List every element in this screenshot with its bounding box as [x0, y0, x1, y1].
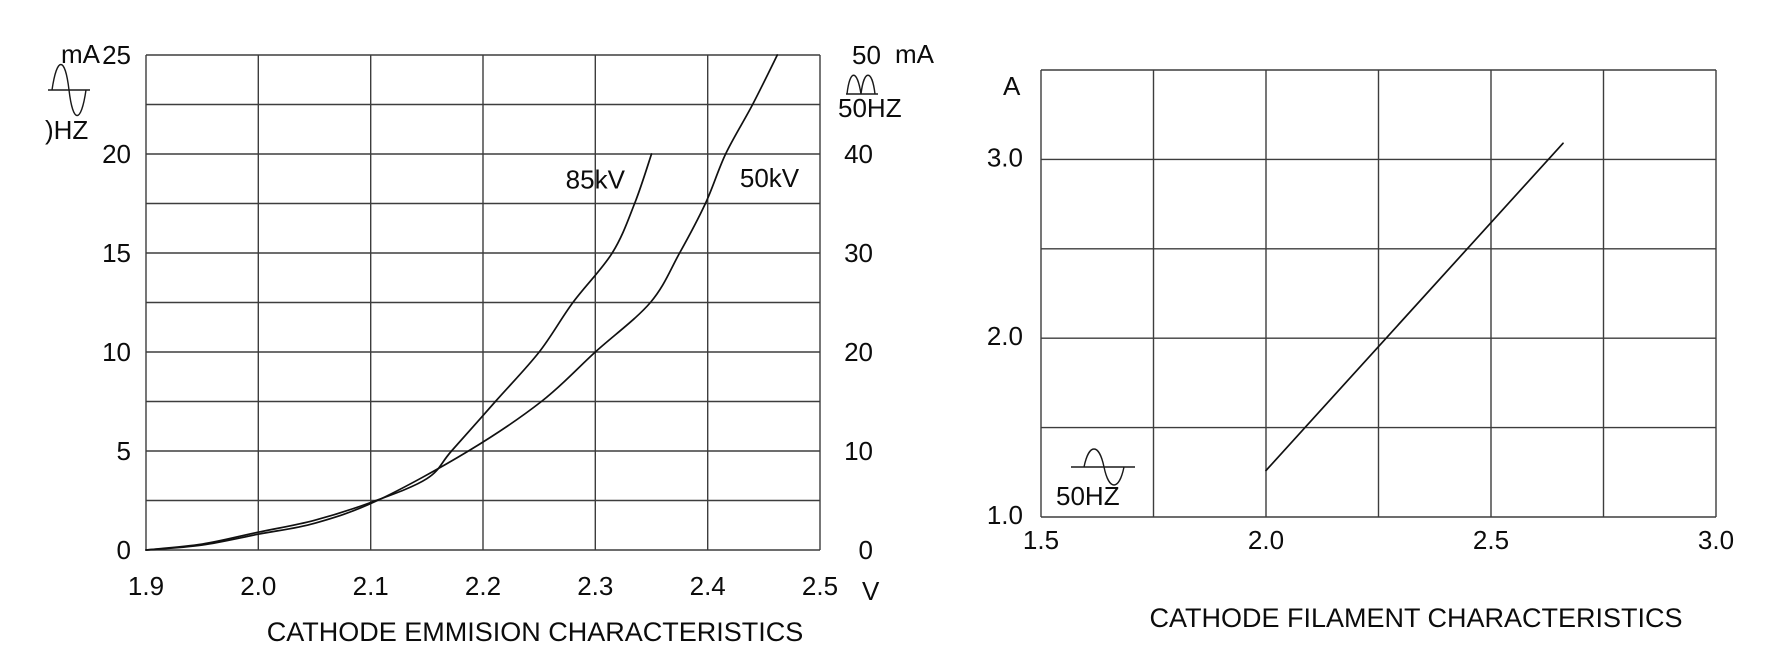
curve-label-85kV: 85kV: [566, 165, 626, 195]
series-85kV-curve: [145, 153, 653, 551]
x-tick-label: 2.0: [1248, 525, 1284, 555]
emission-chart-title: CATHODE EMMISION CHARACTERISTICS: [267, 617, 804, 647]
y-tick-label-right: 10: [844, 436, 873, 466]
x-tick-label: 3.0: [1698, 525, 1734, 555]
y-tick-label-left: 20: [102, 139, 131, 169]
y-tick-label-right: 0: [859, 535, 873, 565]
sine-wave-50hz-icon: [1071, 448, 1135, 486]
y-tick-label-left: 0: [117, 535, 131, 565]
y-tick-label: 3.0: [987, 142, 1023, 172]
emission-curves: [145, 54, 779, 551]
y-tick-label: 2.0: [987, 321, 1023, 351]
x-tick-label: 2.4: [690, 571, 726, 601]
filament-freq-label: 50HZ: [1056, 481, 1120, 511]
series-filament-current-curve: [1265, 142, 1564, 472]
emission-chart: 1.9 2.0 2.1 2.2 2.3 2.4 2.5 0 5 10 15 20 25 0 10 20 30 40…: [45, 39, 935, 647]
emission-tick-labels: 1.9 2.0 2.1 2.2 2.3 2.4 2.5 0 5 10 15 20 25 0 10 20 30 40…: [102, 40, 881, 601]
emission-x-axis-unit: V: [862, 576, 880, 606]
emission-left-axis-unit: mA: [61, 39, 101, 69]
filament-curves: [1265, 142, 1564, 472]
filament-chart-title: CATHODE FILAMENT CHARACTERISTICS: [1149, 603, 1682, 633]
y-tick-label-left: 10: [102, 337, 131, 367]
x-tick-label: 2.0: [240, 571, 276, 601]
sine-wave-50hz-icon: [48, 64, 90, 116]
x-tick-label: 1.5: [1023, 525, 1059, 555]
filament-y-axis-unit: A: [1003, 71, 1021, 101]
emission-right-axis-freq-label: 50HZ: [838, 93, 902, 123]
x-tick-label: 2.3: [577, 571, 613, 601]
emission-right-axis-unit: mA: [895, 39, 935, 69]
curve-label-50kV: 50kV: [740, 163, 800, 193]
y-tick-label-left: 5: [117, 436, 131, 466]
emission-grid: [145, 54, 821, 551]
x-tick-label: 2.1: [353, 571, 389, 601]
y-tick-label-right: 40: [844, 139, 873, 169]
y-tick-label-left: 15: [102, 238, 131, 268]
x-tick-label: 1.9: [128, 571, 164, 601]
filament-tick-labels: 1.5 2.0 2.5 3.0 1.0 2.0 3.0: [987, 142, 1734, 555]
full-wave-rectified-50hz-icon: [846, 74, 878, 95]
y-tick-label-right: 20: [844, 337, 873, 367]
series-50kV-curve: [145, 54, 779, 551]
y-tick-label-right: 50: [852, 40, 881, 70]
x-tick-label: 2.5: [802, 571, 838, 601]
x-tick-label: 2.2: [465, 571, 501, 601]
y-tick-label-right: 30: [844, 238, 873, 268]
y-tick-label: 1.0: [987, 500, 1023, 530]
filament-chart: 1.5 2.0 2.5 3.0 1.0 2.0 3.0 A 50HZ CATHODE FIL…: [987, 69, 1734, 633]
filament-grid: [1040, 69, 1717, 518]
x-tick-label: 2.5: [1473, 525, 1509, 555]
y-tick-label-left: 25: [102, 40, 131, 70]
emission-left-axis-freq-label: )HZ: [45, 115, 88, 145]
